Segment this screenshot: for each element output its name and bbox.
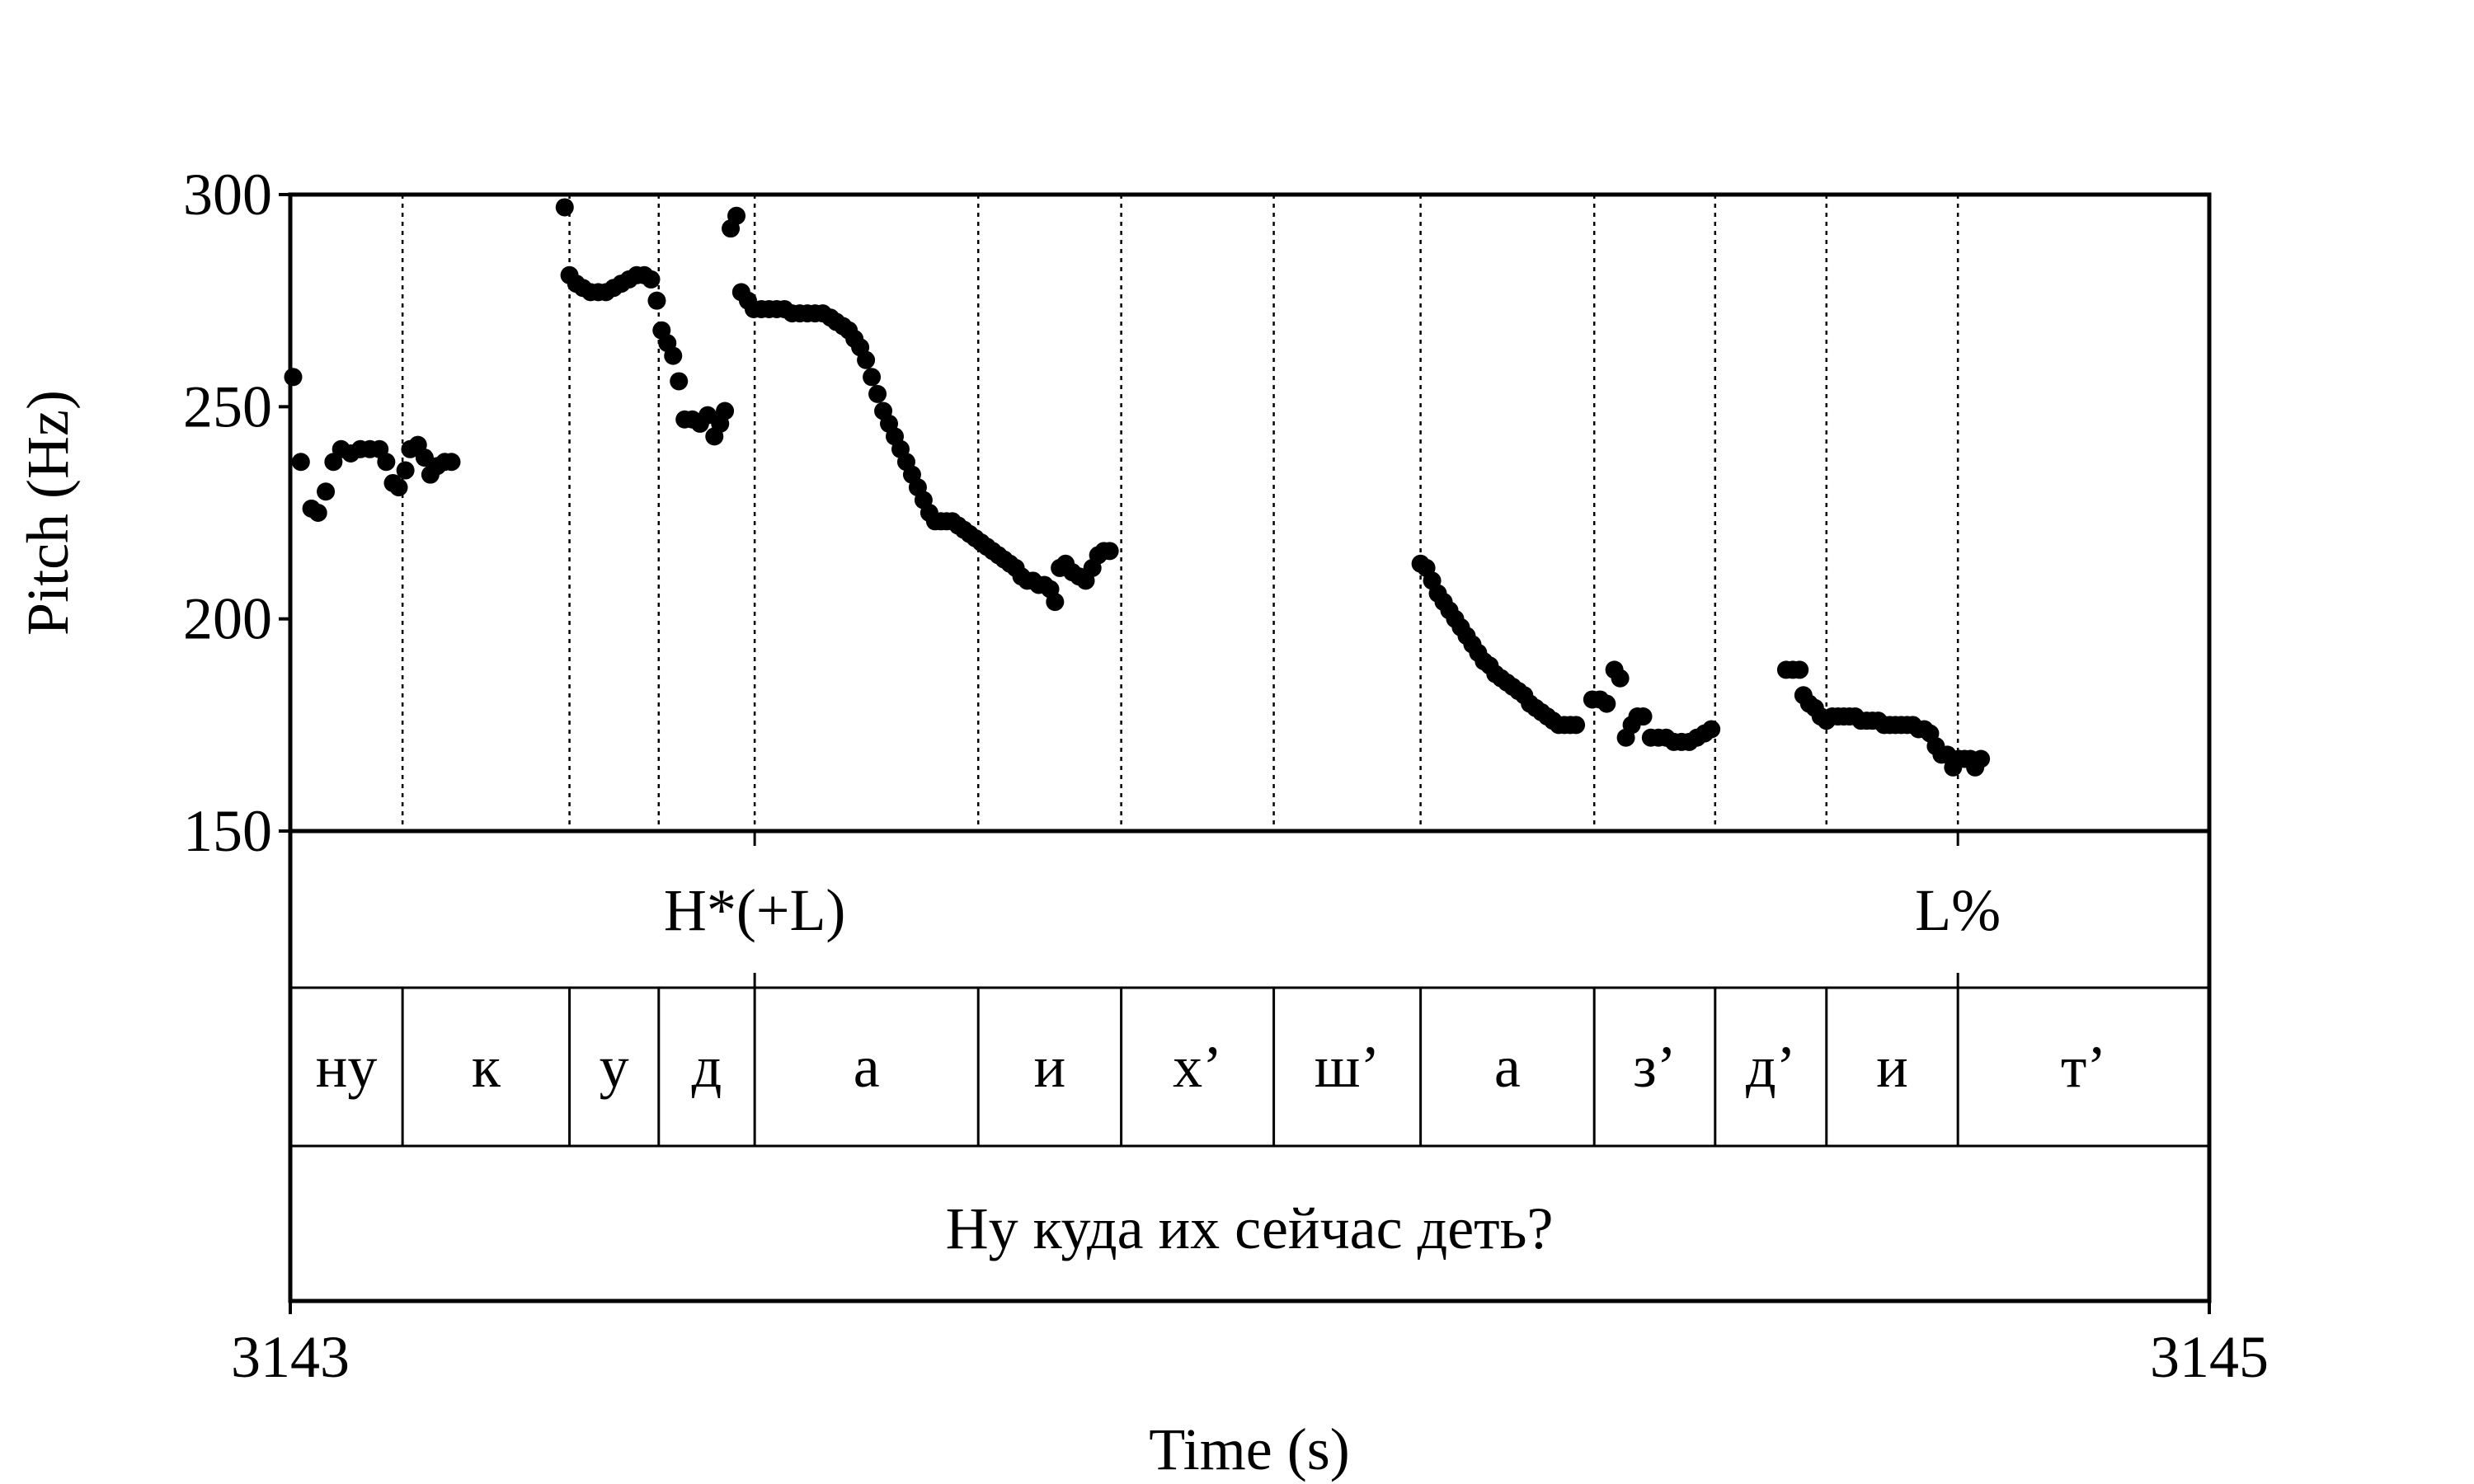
pitch-point — [868, 384, 887, 403]
segment-label-6: х’ — [1173, 1034, 1222, 1100]
pitch-point — [1611, 669, 1630, 688]
pitch-point — [1046, 593, 1065, 612]
pitch-point — [1597, 694, 1616, 713]
x-tick-label-3145: 3145 — [2150, 1324, 2269, 1390]
y-axis-ticks: 150 200 250 300 — [183, 162, 290, 864]
pitch-point — [389, 478, 408, 497]
segment-boundaries — [401, 195, 1959, 1146]
pitch-point — [664, 346, 683, 365]
segment-label-0: ну — [316, 1034, 378, 1100]
textgrid-frame — [288, 829, 2212, 1303]
sentence-label: Ну куда их сейчас деть? — [946, 1195, 1554, 1261]
tone-label-1: L% — [1915, 877, 2001, 943]
segment-label-9: з’ — [1633, 1034, 1676, 1100]
x-tick-label-3143: 3143 — [231, 1324, 350, 1390]
y-tick-label-150: 150 — [183, 798, 272, 864]
y-tick-label-300: 300 — [183, 162, 272, 228]
pitch-point — [442, 453, 461, 472]
pitch-point — [670, 372, 689, 391]
tone-tier: H*(+L) L% — [664, 831, 2001, 988]
segment-label-3: д — [692, 1034, 722, 1100]
segment-label-2: у — [600, 1034, 629, 1100]
segment-label-4: а — [854, 1034, 880, 1100]
pitch-point — [857, 350, 876, 369]
pitch-point — [317, 482, 336, 501]
pitch-point — [1972, 749, 1991, 768]
pitch-point — [377, 453, 396, 472]
y-tick-label-250: 250 — [183, 373, 272, 439]
segment-label-8: а — [1494, 1034, 1521, 1100]
pitch-point — [727, 206, 746, 225]
pitch-point — [1634, 707, 1653, 726]
y-axis-title: Pitch (Hz) — [15, 390, 81, 636]
pitch-point — [284, 368, 303, 387]
pitch-point — [555, 198, 574, 217]
segment-label-11: и — [1876, 1034, 1908, 1100]
segment-label-7: ш’ — [1315, 1034, 1380, 1100]
segment-label-1: к — [472, 1034, 501, 1100]
x-axis-ticks: 3143 3145 — [231, 1301, 2269, 1390]
pitch-point — [1100, 542, 1119, 561]
pitch-point — [291, 453, 310, 472]
segment-label-5: и — [1034, 1034, 1066, 1100]
pitch-point — [1790, 660, 1809, 679]
pitch-point — [716, 402, 735, 420]
tone-label-0: H*(+L) — [664, 877, 846, 943]
pitch-point — [308, 504, 327, 522]
x-axis-title: Time (s) — [1149, 1416, 1349, 1482]
pitch-point — [642, 270, 661, 289]
segment-label-12: т’ — [2061, 1034, 2106, 1100]
pitch-points — [284, 198, 1991, 777]
segment-tier: ну к у д а и х’ ш’ а з’ д’ и т’ — [316, 1034, 2107, 1100]
pitch-point — [396, 461, 415, 480]
segment-label-10: д’ — [1746, 1034, 1796, 1100]
pitch-point — [1567, 716, 1586, 735]
pitch-point — [863, 368, 882, 387]
pitch-point — [647, 291, 666, 310]
y-tick-label-200: 200 — [183, 586, 272, 652]
pitch-point — [1702, 720, 1721, 739]
